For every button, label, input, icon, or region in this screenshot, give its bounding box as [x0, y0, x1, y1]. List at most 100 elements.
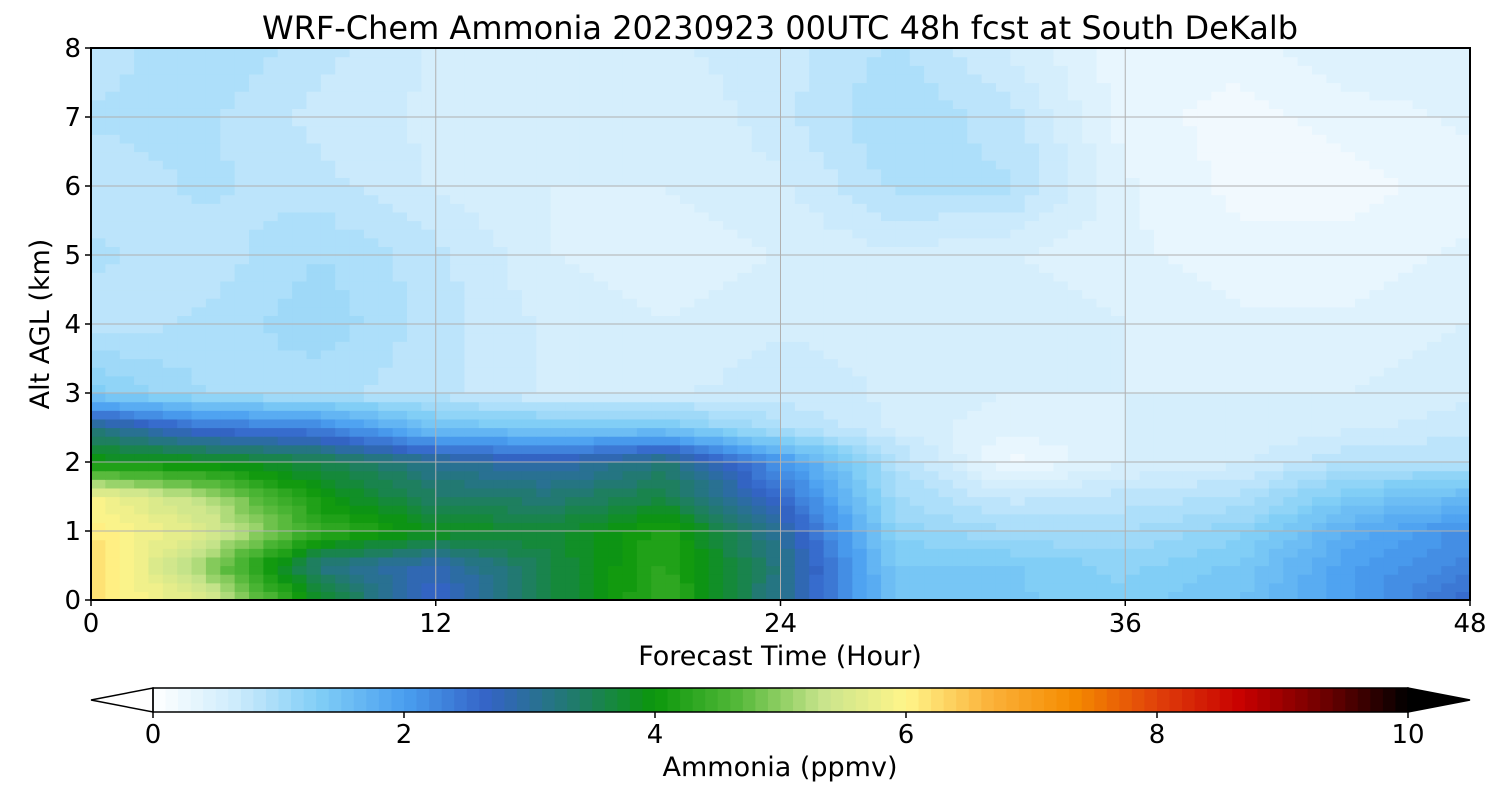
contour-cell: [636, 255, 652, 265]
contour-cell: [1311, 582, 1327, 592]
contour-cell: [1297, 479, 1313, 489]
contour-cell: [148, 393, 164, 403]
contour-cell: [708, 574, 724, 584]
contour-cell: [205, 280, 221, 291]
contour-cell: [837, 194, 853, 204]
contour-cell: [1082, 479, 1098, 489]
contour-cell: [306, 393, 322, 403]
contour-cell: [679, 272, 695, 282]
contour-cell: [579, 263, 595, 273]
contour-cell: [550, 168, 566, 178]
contour-cell: [105, 427, 121, 437]
contour-cell: [1024, 427, 1040, 437]
contour-cell: [1024, 272, 1040, 282]
contour-cell: [1168, 470, 1184, 480]
contour-cell: [1383, 151, 1399, 161]
contour-cell: [1311, 427, 1327, 437]
contour-cell: [521, 479, 537, 489]
contour-cell: [766, 505, 782, 515]
contour-cell: [378, 427, 394, 437]
contour-cell: [249, 548, 264, 558]
contour-cell: [981, 211, 997, 222]
contour-cell: [421, 315, 437, 325]
contour-cell: [1067, 548, 1083, 558]
contour-cell: [1153, 522, 1169, 532]
contour-cell: [205, 539, 221, 549]
contour-cell: [1240, 306, 1256, 316]
contour-cell: [823, 574, 839, 584]
contour-cell: [1311, 393, 1327, 403]
contour-cell: [277, 487, 293, 498]
contour-cell: [1168, 263, 1184, 273]
contour-cell: [1039, 522, 1055, 532]
contour-cell: [1455, 582, 1471, 592]
contour-cell: [651, 548, 667, 558]
contour-cell: [852, 375, 868, 385]
contour-cell: [335, 436, 351, 446]
contour-cell: [1426, 548, 1442, 558]
contour-cell: [895, 436, 911, 446]
contour-cell: [1096, 358, 1112, 368]
contour-cell: [636, 168, 652, 178]
contour-cell: [148, 194, 164, 204]
contour-cell: [1441, 229, 1457, 239]
contour-cell: [1254, 160, 1270, 170]
contour-cell: [1297, 582, 1313, 592]
contour-cell: [1211, 186, 1227, 196]
contour-cell: [407, 160, 422, 170]
contour-cell: [1412, 211, 1428, 222]
contour-cell: [737, 194, 753, 204]
contour-cell: [837, 487, 853, 498]
contour-cell: [565, 168, 580, 178]
contour-cell: [105, 142, 121, 153]
contour-cell: [1426, 220, 1442, 230]
contour-cell: [105, 565, 121, 575]
contour-cell: [335, 341, 351, 351]
contour-cell: [622, 298, 638, 308]
contour-cell: [1297, 186, 1313, 196]
contour-cell: [277, 384, 293, 394]
contour-cell: [651, 453, 667, 463]
contour-cell: [579, 168, 595, 178]
contour-cell: [292, 453, 308, 463]
contour-cell: [1254, 211, 1270, 222]
contour-cell: [1383, 203, 1399, 213]
contour-cell: [866, 280, 882, 291]
contour-cell: [608, 203, 624, 213]
contour-cell: [550, 539, 566, 549]
contour-cell: [450, 186, 466, 196]
contour-cell: [249, 194, 264, 204]
contour-cell: [162, 263, 178, 273]
contour-cell: [478, 272, 494, 282]
contour-cell: [938, 556, 954, 567]
contour-cell: [1110, 255, 1126, 265]
contour-cell: [967, 531, 983, 541]
contour-cell: [1110, 246, 1126, 256]
contour-cell: [1254, 220, 1270, 230]
contour-cell: [1326, 427, 1342, 437]
contour-cell: [723, 565, 739, 575]
contour-cell: [737, 401, 753, 411]
contour-cell: [191, 375, 207, 385]
contour-cell: [191, 384, 207, 394]
contour-cell: [1168, 462, 1184, 472]
contour-cell: [837, 427, 853, 437]
contour-cell: [881, 263, 897, 273]
contour-cell: [679, 393, 695, 403]
contour-cell: [1168, 203, 1184, 213]
contour-cell: [565, 237, 580, 247]
contour-cell: [1110, 160, 1126, 170]
contour-cell: [1010, 582, 1026, 592]
contour-cell: [1125, 168, 1141, 178]
contour-cell: [665, 591, 681, 601]
contour-cell: [766, 436, 782, 446]
contour-cell: [1340, 418, 1356, 429]
contour-cell: [694, 272, 710, 282]
contour-cell: [292, 341, 308, 351]
contour-cell: [579, 203, 595, 213]
contour-cell: [191, 470, 207, 480]
contour-cell: [1254, 505, 1270, 515]
contour-cell: [450, 246, 466, 256]
contour-cell: [363, 151, 379, 161]
contour-cell: [593, 186, 609, 196]
